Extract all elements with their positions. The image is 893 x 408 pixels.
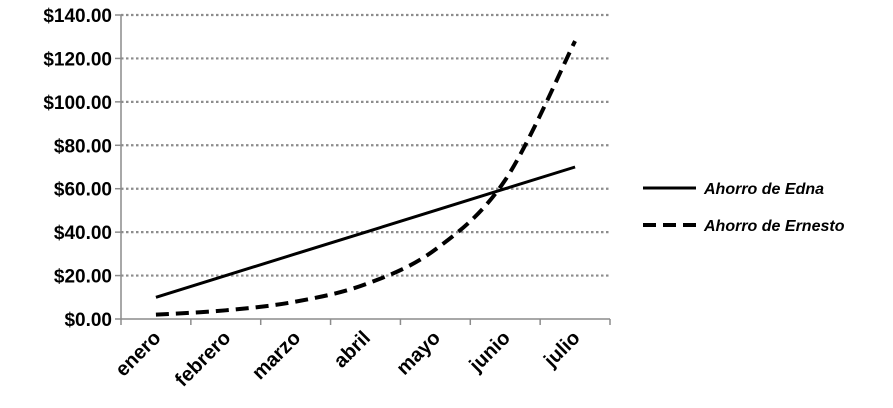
y-tick-label: $100.00 xyxy=(43,93,112,114)
y-tick-label: $0.00 xyxy=(64,310,112,331)
x-axis-tick-labels: enero febrero marzo abril mayo junio julio xyxy=(111,327,584,391)
axes xyxy=(115,14,611,325)
y-tick-label: $140.00 xyxy=(43,6,112,27)
y-tick-label: $20.00 xyxy=(54,267,112,288)
series-line-1 xyxy=(155,165,576,299)
x-tick-label: mayo xyxy=(392,327,445,380)
y-axis-tick-labels: $0.00 $20.00 $40.00 $60.00 $80.00 $100.00 $120… xyxy=(43,6,112,331)
x-tick-label: marzo xyxy=(248,327,305,384)
x-tick-label: julio xyxy=(539,327,584,372)
x-tick-label: junio xyxy=(465,327,515,377)
y-tick-label: $120.00 xyxy=(43,49,112,70)
x-tick-label: febrero xyxy=(171,327,235,391)
series-line-2 xyxy=(155,40,577,317)
y-tick-label: $40.00 xyxy=(54,223,112,244)
x-tick-label: abril xyxy=(330,327,375,372)
y-tick-label: $80.00 xyxy=(54,136,112,157)
legend-label-1: Ahorro de Edna xyxy=(703,181,824,198)
y-tick-label: $60.00 xyxy=(54,180,112,201)
gridlines xyxy=(121,13,610,277)
legend: Ahorro de Edna Ahorro de Ernesto xyxy=(643,181,845,235)
legend-label-2: Ahorro de Ernesto xyxy=(703,218,845,235)
x-tick-label: enero xyxy=(111,327,165,381)
series-lines xyxy=(155,40,577,317)
